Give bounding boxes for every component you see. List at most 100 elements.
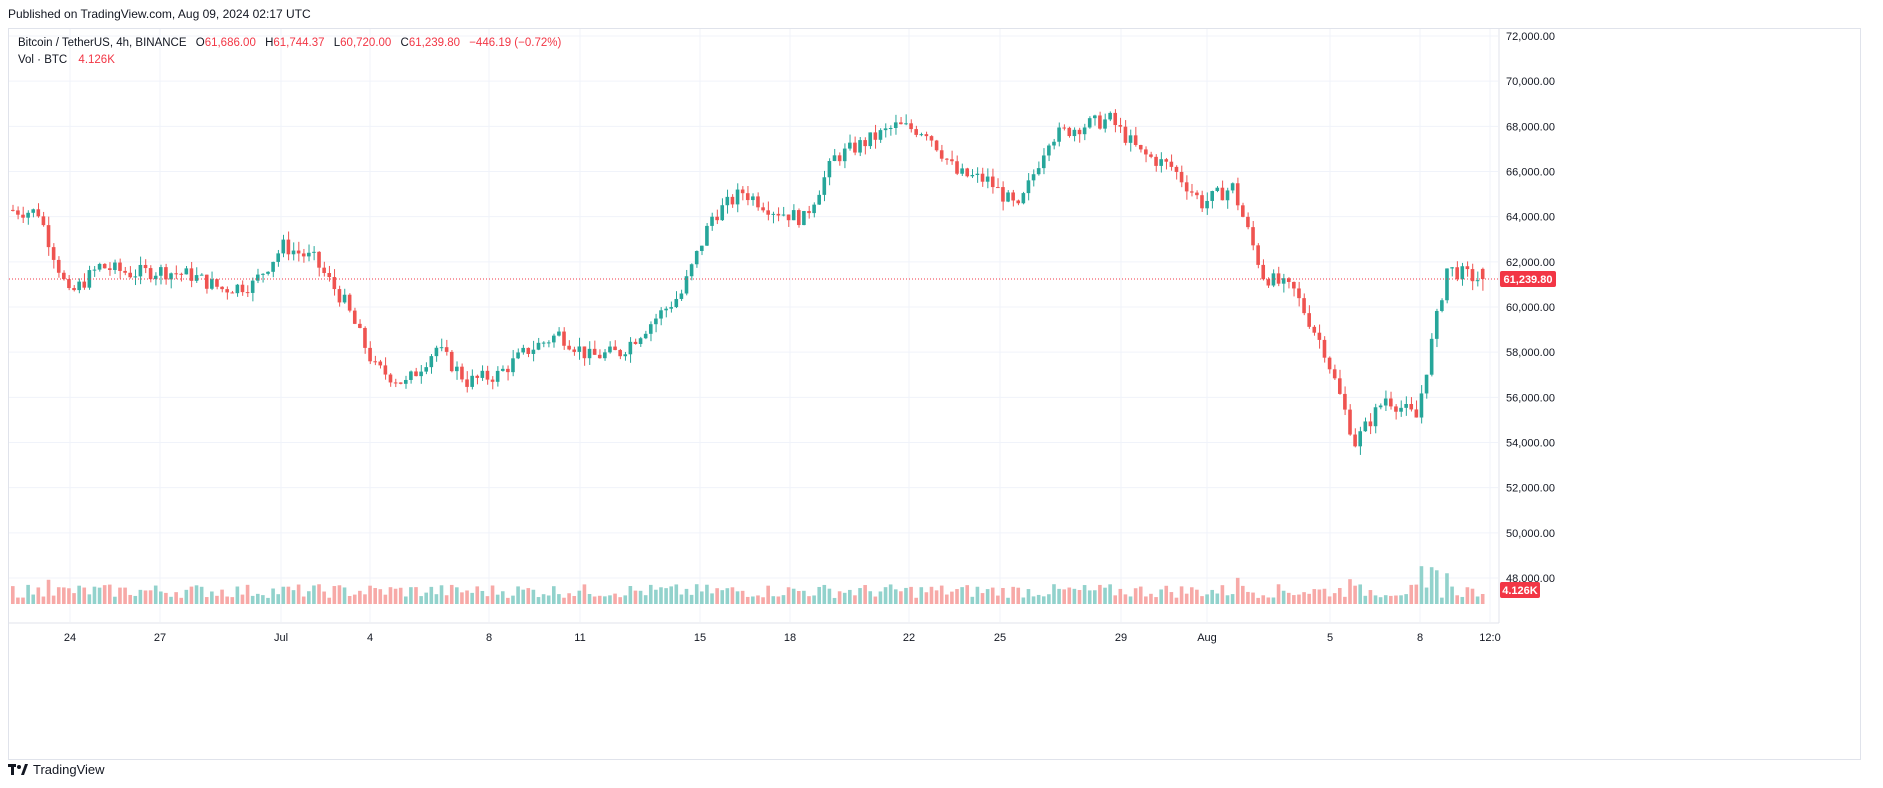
volume-bar bbox=[654, 589, 658, 604]
candle-body bbox=[46, 225, 51, 248]
volume-bar bbox=[1047, 594, 1051, 604]
candle-body bbox=[654, 318, 658, 325]
candle-body bbox=[648, 324, 653, 334]
volume-bar bbox=[552, 586, 556, 604]
candle-body bbox=[868, 132, 873, 147]
volume-bar bbox=[1057, 588, 1061, 604]
candle-body bbox=[41, 216, 46, 226]
candle-body bbox=[536, 342, 541, 350]
volume-bar bbox=[87, 594, 92, 604]
candle-body bbox=[679, 293, 684, 299]
volume-bar bbox=[1220, 585, 1225, 604]
candle-body bbox=[393, 382, 398, 384]
volume-bar bbox=[1021, 597, 1026, 604]
volume-bar bbox=[531, 589, 536, 604]
volume-bar bbox=[1450, 586, 1454, 604]
candle-body bbox=[1200, 195, 1204, 209]
candle-body bbox=[1266, 279, 1271, 286]
volume-bar bbox=[240, 594, 245, 604]
volume-bar bbox=[1327, 596, 1332, 604]
volume-bar bbox=[572, 595, 577, 604]
candle-body bbox=[587, 348, 592, 359]
candle-body bbox=[597, 354, 602, 359]
volume-bar bbox=[511, 595, 515, 604]
volume-bar bbox=[756, 595, 760, 604]
volume-bar bbox=[41, 596, 46, 604]
candle-body bbox=[694, 250, 699, 265]
volume-bar bbox=[715, 588, 719, 604]
volume-bar bbox=[1389, 595, 1393, 604]
candle-body bbox=[210, 279, 214, 289]
volume-bar bbox=[919, 587, 924, 604]
candle-body bbox=[1026, 180, 1031, 194]
volume-bar bbox=[1169, 592, 1174, 604]
symbol-label[interactable]: Bitcoin / TetherUS, 4h, BINANCE bbox=[18, 37, 187, 49]
candle-body bbox=[276, 253, 281, 262]
volume-bar bbox=[536, 597, 541, 604]
volume-bar bbox=[557, 594, 561, 604]
candle-body bbox=[1445, 268, 1449, 301]
volume-bar bbox=[1445, 573, 1449, 604]
volume-bar bbox=[1149, 593, 1153, 604]
candle-body bbox=[1154, 156, 1158, 166]
candle-body bbox=[235, 284, 240, 294]
time-axis-label: 27 bbox=[154, 632, 166, 644]
candle-body bbox=[480, 370, 485, 378]
volume-bar bbox=[1373, 595, 1378, 604]
candle-body bbox=[582, 346, 587, 359]
candle-body bbox=[837, 155, 842, 162]
candle-body bbox=[1138, 144, 1143, 150]
candle-body bbox=[230, 292, 235, 294]
candle-body bbox=[179, 273, 184, 275]
candle-body bbox=[812, 204, 816, 214]
volume-bar bbox=[153, 585, 158, 604]
volume-bar bbox=[1302, 592, 1306, 604]
candle-body bbox=[1036, 168, 1041, 175]
candle-body bbox=[403, 379, 408, 384]
candle-body bbox=[960, 168, 964, 174]
volume-bar bbox=[1123, 594, 1128, 604]
candle-body bbox=[72, 288, 76, 291]
time-axis-label: 18 bbox=[784, 632, 796, 644]
candle-body bbox=[240, 284, 245, 293]
volume-bar bbox=[761, 597, 765, 604]
candle-body bbox=[633, 341, 638, 344]
candle-body bbox=[562, 331, 566, 346]
candle-body bbox=[128, 272, 132, 278]
last-volume-label: 4.126K bbox=[1502, 585, 1538, 597]
candle-body bbox=[990, 176, 995, 188]
volume-bar bbox=[1337, 587, 1342, 604]
candle-body bbox=[225, 289, 229, 293]
candle-body bbox=[883, 128, 888, 131]
volume-bar bbox=[271, 588, 275, 604]
candle-body bbox=[1480, 268, 1485, 280]
volume-bar bbox=[429, 586, 434, 604]
candle-body bbox=[1047, 145, 1051, 156]
volume-bar bbox=[301, 596, 306, 604]
volume-bar bbox=[1174, 597, 1179, 604]
candle-body bbox=[924, 134, 929, 137]
volume-bar bbox=[82, 587, 87, 604]
volume-bar bbox=[312, 585, 316, 604]
candle-body bbox=[1006, 192, 1010, 202]
candle-body bbox=[434, 347, 439, 357]
price-axis-label: 72,000.00 bbox=[1506, 31, 1555, 43]
candle-body bbox=[1281, 278, 1286, 284]
chart-frame[interactable] bbox=[8, 28, 1861, 760]
candle-body bbox=[572, 349, 577, 352]
volume-bar bbox=[781, 595, 786, 604]
candle-body bbox=[955, 161, 959, 174]
volume-bar bbox=[567, 593, 571, 604]
candle-body bbox=[220, 286, 224, 290]
volume-bar bbox=[1062, 589, 1066, 604]
candle-body bbox=[373, 361, 377, 363]
candle-body bbox=[1475, 280, 1480, 282]
candle-body bbox=[1072, 129, 1077, 137]
volume-label[interactable]: Vol · BTC bbox=[18, 54, 68, 66]
time-axis-label: Jul bbox=[274, 632, 288, 644]
tradingview-logo[interactable]: TradingView bbox=[8, 762, 105, 777]
change-value: −446.19 (−0.72%) bbox=[469, 37, 562, 49]
volume-bar bbox=[439, 585, 444, 604]
volume-bar bbox=[444, 595, 449, 604]
